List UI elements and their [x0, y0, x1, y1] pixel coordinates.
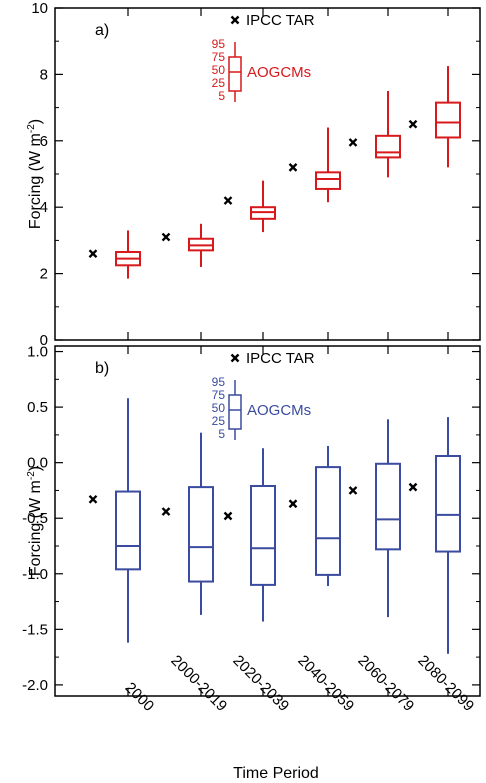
legend [228, 15, 242, 102]
y-tick-label: 8 [40, 66, 48, 83]
legend-percentile: 5 [218, 427, 225, 441]
box-iqr [188, 486, 214, 583]
box-iqr [375, 134, 401, 159]
y-tick-label: 0.5 [27, 399, 48, 416]
x-tick-label: 2000 [122, 679, 158, 715]
marker-stroke [88, 249, 98, 259]
box-2080-2099 [435, 66, 461, 168]
legend-marker-label: IPCC TAR [246, 350, 315, 367]
legend-percentile: 75 [212, 388, 226, 402]
x-tick-label: 2080-2099 [414, 652, 477, 715]
box-2000-2019 [188, 223, 214, 267]
box-iqr [315, 171, 341, 190]
ipcc-tar-marker [348, 138, 358, 147]
y-tick-label: 0 [40, 332, 48, 349]
marker-stroke [288, 163, 298, 172]
ipcc-tar-marker [348, 486, 358, 495]
legend-percentile: 50 [212, 63, 226, 77]
box-2000 [115, 230, 141, 279]
legend-percentile: 25 [212, 76, 226, 90]
ipcc-tar-marker [161, 232, 171, 242]
x-tick-label: 2060-2079 [354, 652, 417, 715]
ipcc-tar-marker [288, 163, 298, 172]
y-tick-label: 2 [40, 266, 48, 283]
box-iqr [315, 466, 341, 576]
box-2060-2079 [375, 419, 401, 618]
y-tick-label: -1.5 [22, 621, 48, 638]
ipcc-tar-marker [223, 196, 233, 205]
legend-percentile: 5 [218, 89, 225, 103]
marker-stroke [223, 196, 233, 205]
y-axis-title-sup: -2 [26, 124, 37, 133]
box-iqr [435, 101, 461, 139]
marker-stroke [161, 507, 171, 516]
y-axis-title-main: Forcing (W m [27, 133, 44, 229]
y-tick-label: -2.0 [22, 677, 48, 694]
box-2020-2039 [250, 448, 276, 622]
x-tick-label: 2000-2019 [167, 652, 230, 715]
ipcc-tar-marker [88, 494, 98, 504]
box-2060-2079 [375, 91, 401, 178]
ipcc-tar-marker [223, 511, 233, 521]
marker-stroke [88, 494, 98, 504]
legend-percentile: 25 [212, 414, 226, 428]
y-axis-title-sup: -2 [26, 471, 37, 480]
ipcc-tar-marker [288, 499, 298, 509]
box-2040-2059 [315, 446, 341, 586]
ipcc-tar-marker [408, 119, 418, 129]
box-iqr [375, 462, 401, 551]
legend-marker-stroke [230, 15, 240, 25]
legend-marker-label: IPCC TAR [246, 12, 315, 29]
y-axis-title: Forcing (W m-2) [26, 119, 44, 229]
box-iqr [250, 485, 276, 586]
legend-percentile: 95 [212, 375, 226, 389]
legend-box-label: AOGCMs [247, 64, 311, 81]
box-2000 [115, 398, 141, 643]
box-iqr [115, 490, 141, 571]
y-axis-title: Forcing (W m-2) [26, 466, 44, 576]
y-axis-title-close: ) [27, 466, 44, 471]
plot-frame [54, 345, 481, 697]
y-tick-label: 10 [31, 0, 48, 17]
panel-label: b) [95, 360, 109, 377]
y-tick-label: -1.0 [22, 566, 48, 583]
marker-stroke [408, 119, 418, 129]
marker-stroke [223, 511, 233, 521]
box-2040-2059 [315, 127, 341, 203]
legend-percentile: 50 [212, 401, 226, 415]
x-axis-title: Time Period [233, 765, 319, 782]
ipcc-tar-marker [161, 507, 171, 516]
y-tick-label: 4 [40, 199, 48, 216]
legend-box [228, 56, 242, 92]
panel-a: Forcing (W m-2) [26, 7, 481, 341]
box-2020-2039 [250, 180, 276, 233]
legend [228, 353, 242, 440]
legend-marker-stroke [230, 353, 240, 363]
marker-stroke [288, 499, 298, 509]
marker-stroke [348, 486, 358, 495]
y-tick-label: 6 [40, 133, 48, 150]
y-tick-label: 1.0 [27, 344, 48, 361]
ipcc-tar-marker [88, 249, 98, 259]
box-2000-2019 [188, 432, 214, 615]
legend-percentile: 75 [212, 50, 226, 64]
marker-stroke [408, 482, 418, 492]
marker-stroke [348, 138, 358, 147]
marker-stroke [161, 232, 171, 242]
y-tick-label: -0.5 [22, 510, 48, 527]
legend-box [228, 394, 242, 430]
legend-percentile: 95 [212, 37, 226, 51]
y-tick-label: 0.0 [27, 455, 48, 472]
panel-label: a) [95, 22, 109, 39]
y-axis-title-close: ) [27, 119, 44, 124]
box-2080-2099 [435, 417, 461, 654]
plot-frame [54, 7, 481, 341]
y-axis-title-main: Forcing (W m [27, 480, 44, 576]
box-iqr [435, 455, 461, 553]
legend-box-label: AOGCMs [247, 402, 311, 419]
ipcc-tar-marker [408, 482, 418, 492]
x-tick-label: 2020-2039 [229, 652, 292, 715]
x-tick-label: 2040-2059 [294, 652, 357, 715]
